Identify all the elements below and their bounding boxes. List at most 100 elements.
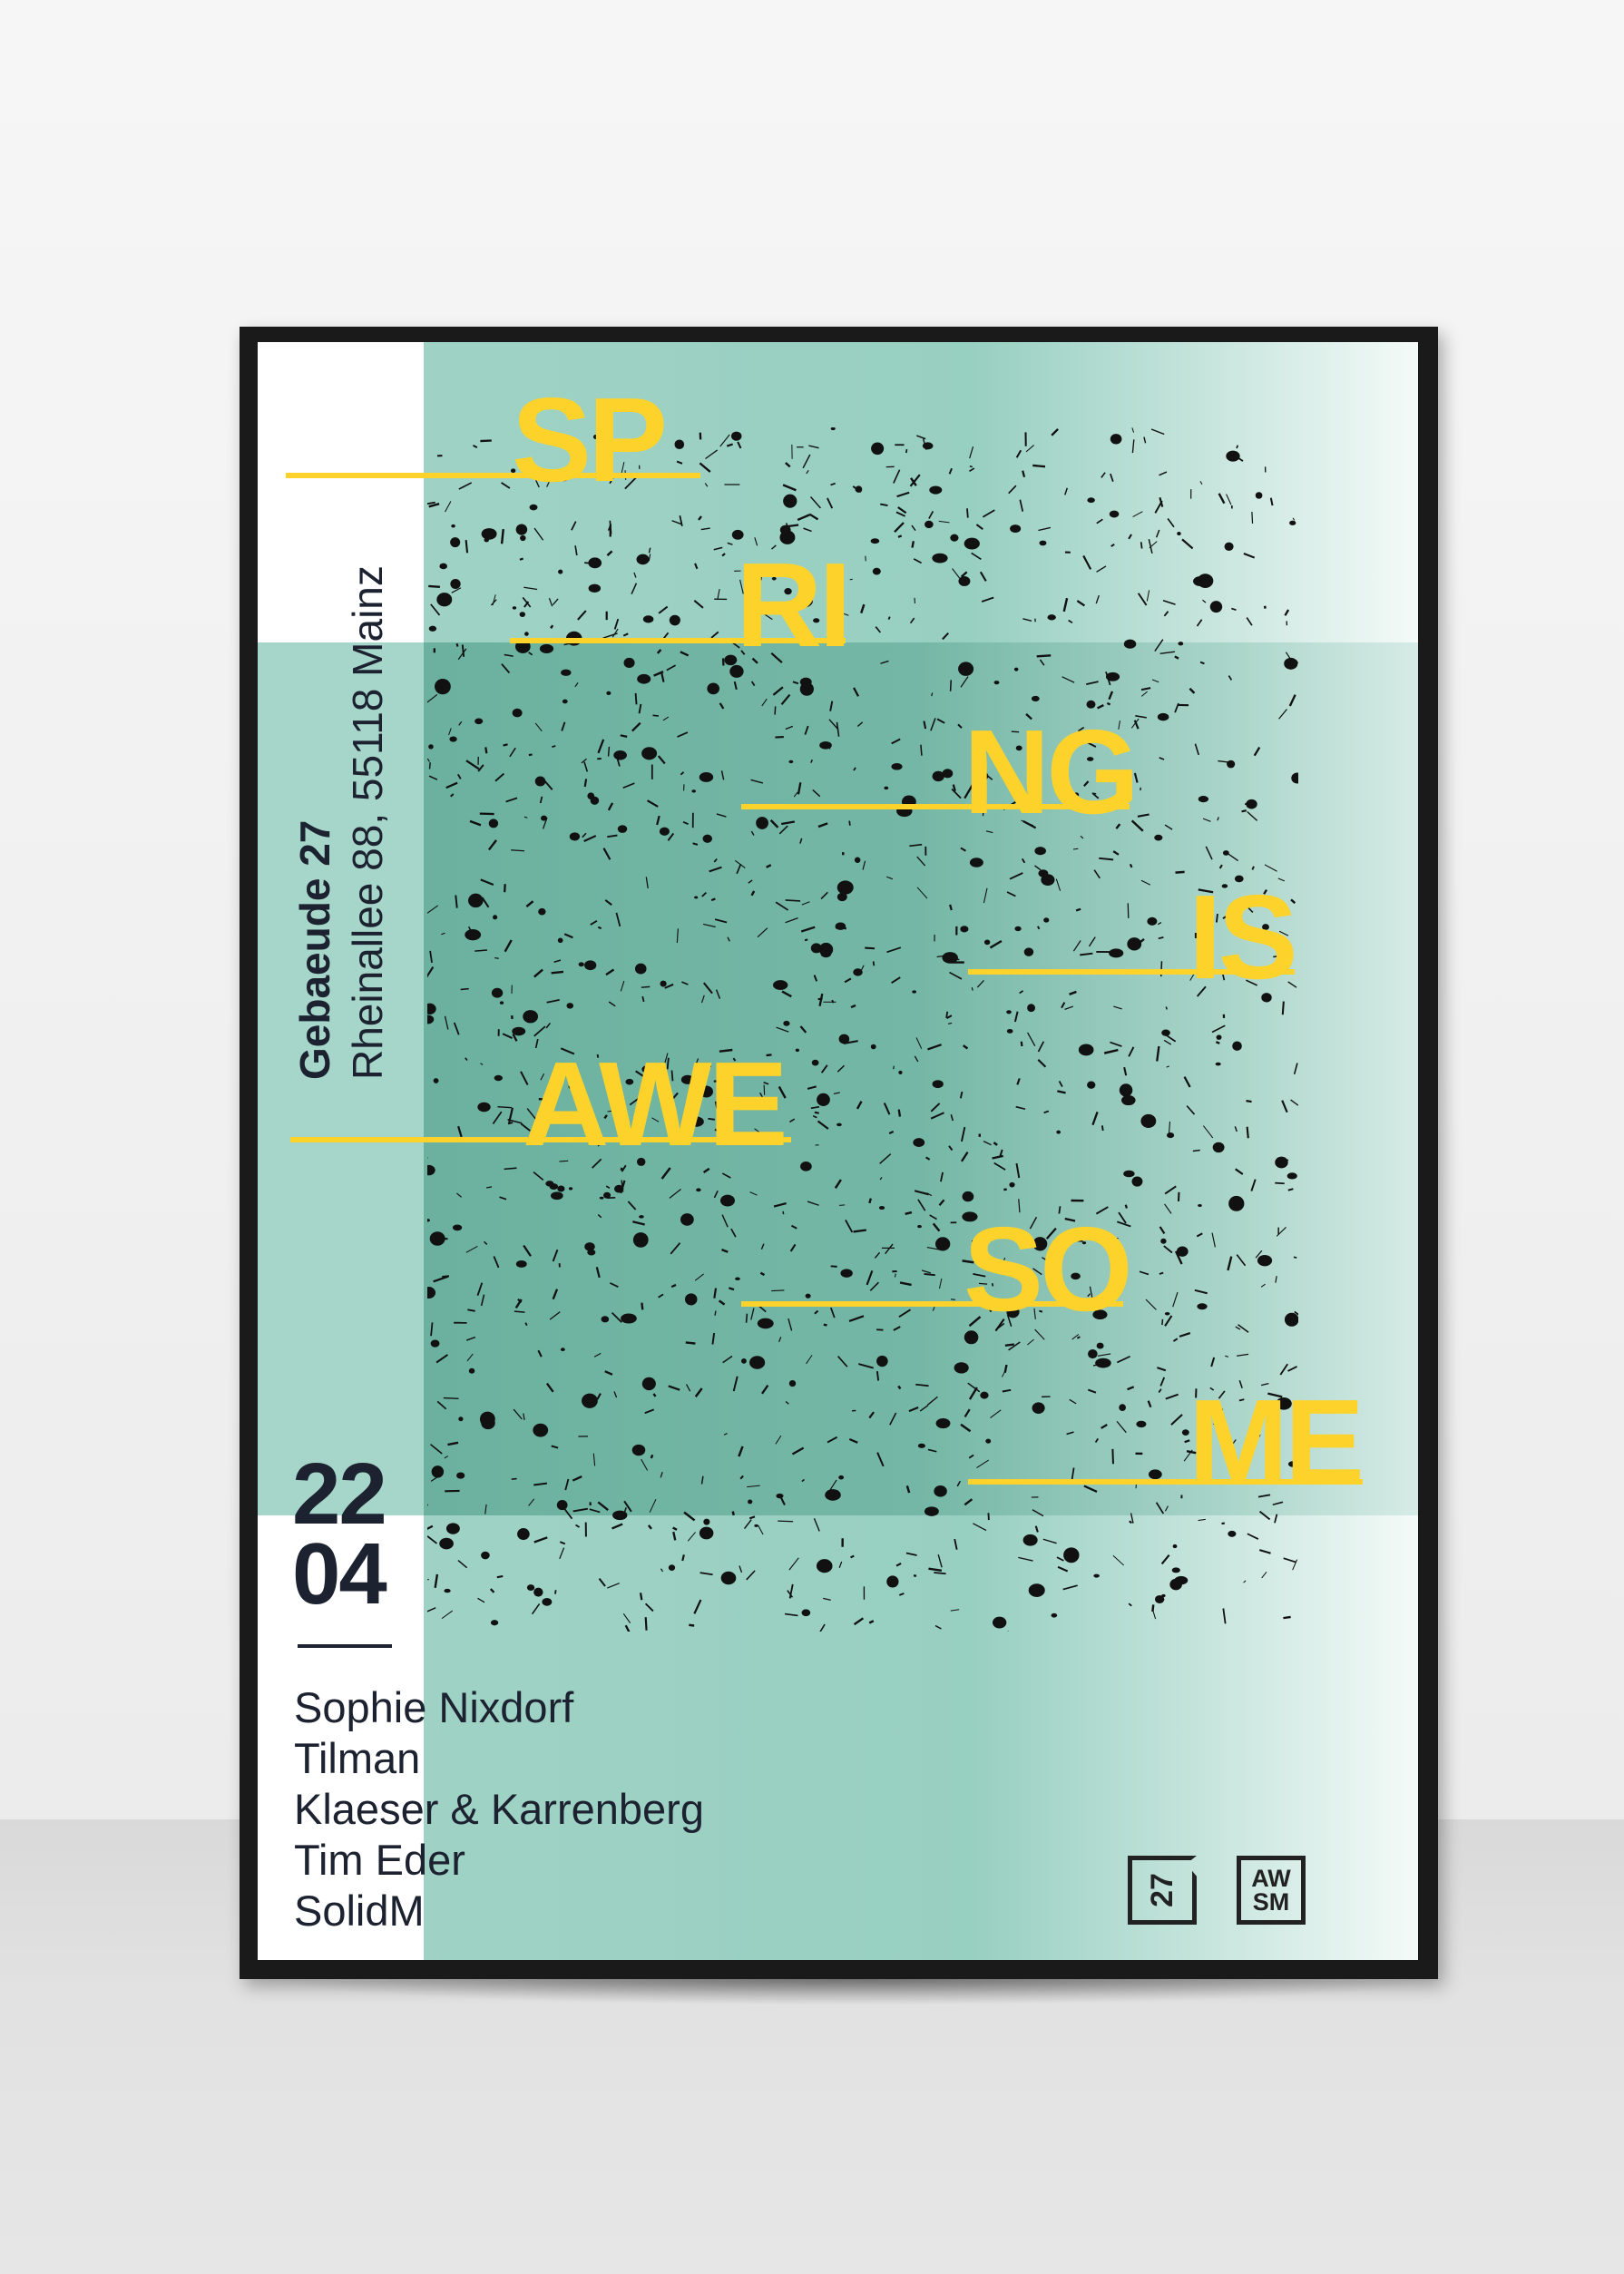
speckle-scratch [1071,1467,1075,1481]
speckle-scratch [428,502,440,508]
speckle-scratch [427,1607,436,1612]
speckle-dot [523,1010,539,1024]
speckle-scratch [852,485,862,493]
speckle-dot [1228,1195,1245,1211]
speckle-scratch [509,747,516,758]
speckle-scratch [574,682,579,688]
speckle-scratch [702,923,716,928]
speckle-dot [1209,601,1223,613]
speckle-scratch [574,1112,588,1122]
speckle-scratch [1258,1510,1271,1521]
venue-address: Rheinallee 88, 55118 Mainz [344,565,391,1080]
speckle-scratch [583,835,597,843]
speckle-scratch [1089,1286,1093,1299]
speckle-scratch [938,1199,945,1206]
speckle-dot [1078,1044,1094,1056]
speckle-dot [1034,847,1046,856]
speckle-dot [797,593,813,608]
speckle-scratch [631,583,638,595]
speckle-scratch [1130,1513,1134,1524]
speckle-scratch [534,722,543,732]
speckle-scratch [1072,940,1081,952]
speckle-scratch [721,553,726,557]
speckle-dot [917,1224,922,1229]
speckle-dot [950,534,959,542]
speckle-scratch [572,462,580,466]
speckle-scratch [492,1111,503,1124]
speckle-scratch [961,1126,966,1142]
speckle-scratch [853,687,859,697]
speckle-scratch [1140,691,1148,697]
speckle-scratch [713,546,723,551]
speckle-scratch [928,511,934,519]
speckle-scratch [741,1101,756,1109]
speckle-scratch [1145,1299,1157,1310]
speckle-scratch [1045,1227,1057,1240]
speckle-scratch [589,1508,601,1514]
speckle-scratch [743,1519,752,1529]
speckle-scratch [583,761,589,772]
speckle-scratch [1273,954,1288,958]
speckle-scratch [916,887,928,899]
speckle-scratch [1205,846,1213,860]
speckle-dot [634,963,647,975]
speckle-scratch [430,1444,443,1455]
speckle-scratch [694,1058,699,1068]
speckle-scratch [982,509,995,518]
speckle-dot [484,538,489,543]
speckle-dot [871,442,885,456]
speckle-scratch [1174,655,1179,660]
speckle-scratch [676,460,683,465]
speckle-dot [1197,573,1214,588]
speckle-scratch [699,462,711,473]
speckle-scratch [782,484,797,492]
speckle-dot [659,827,670,836]
speckle-scratch [1002,1257,1006,1265]
speckle-dot [1255,492,1263,499]
speckle-scratch [545,1382,554,1393]
speckle-dot [716,1107,731,1120]
speckle-scratch [971,552,982,560]
speckle-scratch [574,545,578,556]
speckle-scratch [1064,1005,1074,1010]
speckle-dot [512,606,517,610]
speckle-scratch [1284,609,1290,616]
speckle-dot [935,1418,951,1429]
speckle-scratch [520,1071,529,1086]
speckle-dot [835,922,846,930]
speckle-scratch [804,725,809,735]
speckle-dot [1222,850,1229,856]
speckle-scratch [700,1475,704,1485]
speckle-scratch [1042,1538,1057,1544]
speckle-scratch [1110,544,1115,547]
speckle-scratch [1088,936,1096,947]
speckle-scratch [1042,1257,1053,1264]
speckle-dot [465,929,482,941]
speckle-scratch [993,1142,998,1146]
speckle-scratch [620,1167,623,1171]
speckle-scratch [1292,1559,1298,1571]
speckle-scratch [606,550,613,557]
speckle-scratch [607,1110,617,1112]
speckle-dot [451,524,455,528]
speckle-dot [642,615,654,623]
speckle-dot [870,538,880,544]
speckle-scratch [732,1376,739,1392]
speckle-scratch [1072,848,1079,850]
speckle-dot [542,1597,553,1606]
speckle-dot [1095,1358,1111,1368]
speckle-dot [1088,1349,1098,1359]
speckle-scratch [710,897,716,902]
speckle-scratch [445,781,458,789]
speckle-scratch [700,527,710,531]
speckle-dot [468,1367,475,1374]
speckle-dot [707,682,720,695]
speckle-scratch [1293,1256,1297,1259]
speckle-scratch [1086,741,1097,748]
speckle-scratch [1172,1291,1179,1308]
speckle-dot [529,504,538,511]
speckle-scratch [1154,639,1164,652]
speckle-dot [1006,1305,1020,1318]
speckle-scratch [827,744,831,750]
speckle-scratch [836,1064,846,1073]
